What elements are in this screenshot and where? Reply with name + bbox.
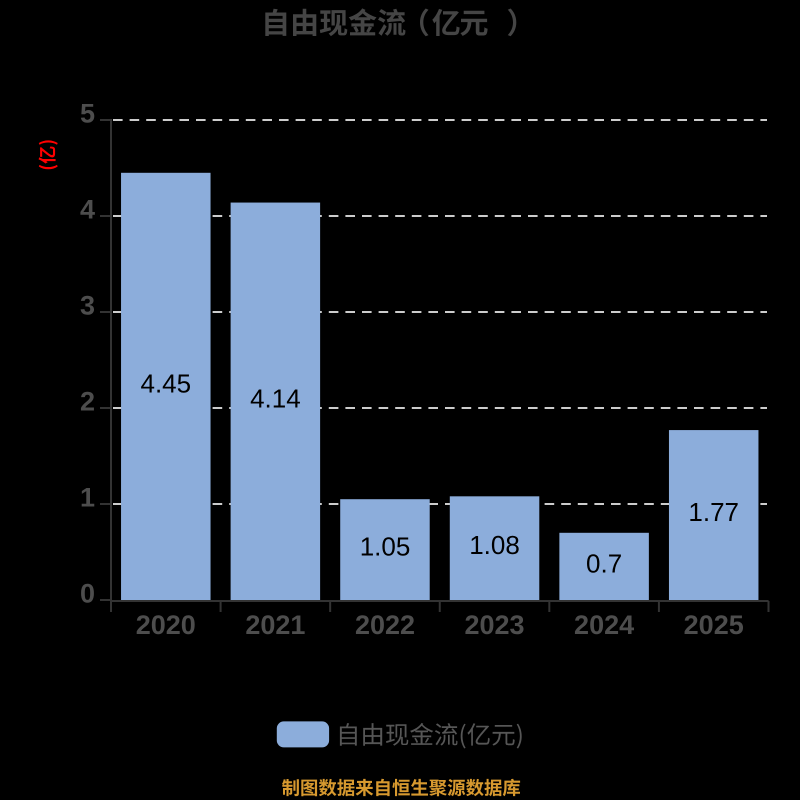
svg-text:2022: 2022 (355, 610, 415, 640)
svg-text:4.14: 4.14 (250, 383, 301, 413)
svg-text:1.77: 1.77 (688, 497, 739, 527)
svg-text:0.7: 0.7 (586, 548, 622, 578)
svg-text:2025: 2025 (684, 610, 744, 640)
svg-text:4.45: 4.45 (140, 368, 191, 398)
svg-text:2023: 2023 (464, 610, 524, 640)
svg-text:5: 5 (80, 98, 95, 128)
svg-text:3: 3 (80, 290, 95, 320)
svg-text:2: 2 (80, 386, 95, 416)
svg-text:4: 4 (80, 194, 95, 224)
svg-text:1: 1 (80, 482, 95, 512)
svg-text:0: 0 (80, 578, 95, 608)
svg-text:2021: 2021 (245, 610, 305, 640)
svg-text:2020: 2020 (136, 610, 196, 640)
svg-text:1.05: 1.05 (360, 532, 411, 562)
svg-text:2024: 2024 (574, 610, 634, 640)
svg-text:1.08: 1.08 (469, 530, 520, 560)
